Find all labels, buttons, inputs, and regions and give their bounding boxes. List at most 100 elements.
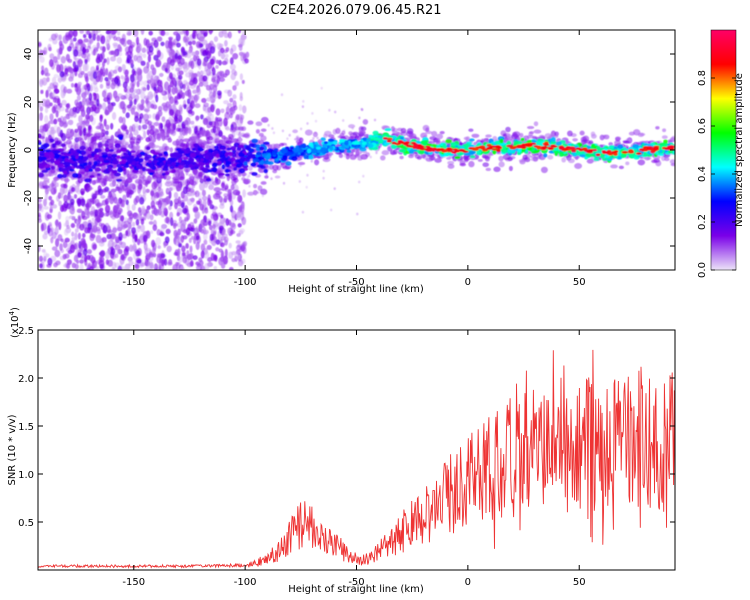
spectrogram-cell [100,162,106,166]
spectrogram-cell [182,207,188,214]
spectrogram-cell [139,151,146,156]
spectrogram-cell [157,245,161,249]
spectrogram-cell [79,223,85,231]
spectrogram-cell [131,230,136,240]
spectrogram-cell [97,208,103,217]
spectrogram-cell [43,46,48,56]
spectrogram-cell [226,102,233,108]
spectrogram-cell [172,219,177,225]
spectrogram-cell [45,90,49,99]
spectrogram-cell [124,69,129,77]
spectrogram-cell [227,31,232,39]
spectrogram-cell [242,178,251,185]
spectrogram-cell [194,211,201,219]
spectrogram-cell [341,130,346,136]
spectrogram-cell [185,227,191,236]
spectrogram-cell [93,84,98,90]
spectrogram-cell [141,208,146,214]
spectrogram-cell [41,77,48,86]
spectrogram-cell [128,45,133,54]
spectrogram-cell [99,123,104,131]
spectrogram-cell [137,72,143,82]
spectrogram-cell [79,263,84,270]
spectrogram-cell [192,168,198,175]
spectrogram-cell [43,251,48,260]
spectrogram-cell [71,237,76,241]
spectrogram-cell [168,190,172,199]
spectrogram-cell [122,81,128,89]
spectrogram-cell [85,119,90,127]
spectrogram-cell [79,259,84,264]
spectrogram-cell [132,123,139,128]
spectrogram-cell [96,34,100,42]
spectrogram-cell [161,116,166,122]
spectrogram-cell [136,259,142,264]
spectrogram-cell [96,132,104,137]
spectrogram-cell [406,128,414,135]
spectrogram-cell [185,30,189,37]
spectrogram-cell [38,172,45,178]
spectrogram-cell [243,161,248,166]
spectrogram-cell [218,175,226,180]
spectrogram-cell [52,97,57,103]
spectrogram-cell [179,266,185,270]
spectrogram-cell [400,127,407,134]
spectrogram-cell [234,71,238,77]
spectrogram-cell [50,33,57,41]
spectrogram-cell [471,133,480,138]
spectrogram-cell [333,187,336,191]
spectrogram-cell [99,263,105,269]
spectrogram-cell [223,193,229,197]
spectrogram-cell [94,209,99,218]
spectrogram-cell [140,30,145,35]
spectrogram-cell [208,224,213,231]
spectrogram-cell [59,204,65,213]
spectrogram-cell [211,67,216,76]
spectrogram-cell [225,140,234,144]
spectrogram-cell [156,49,162,58]
spectrogram-cell [70,244,75,250]
spectrogram-cell [157,109,163,117]
spectrogram-cell [306,173,309,177]
spectrogram-cell [230,138,239,143]
spectrogram-cell [83,254,88,263]
spectrogram-cell [189,245,193,253]
spectrogram-cell [232,189,241,196]
spectrogram-cell [92,225,98,233]
spectrogram-cell [136,238,141,246]
spectrogram-cell [198,161,205,166]
spectrogram-cell [105,259,110,266]
spectrogram-cell [70,83,75,88]
spectrogram-cell [134,234,138,243]
spectrogram-cell [215,64,219,69]
spectrogram-cell [163,207,168,216]
spectrogram-cell [69,71,75,80]
spectrogram-cell [137,207,142,213]
spectrogram-cell [124,245,130,253]
spectrogram-cell [48,195,53,201]
spectrogram-cell [145,208,150,214]
spectrogram-cell [59,120,64,128]
spectrogram-cell [221,135,226,140]
spectrogram-cell [173,180,180,184]
spectrogram-cell [70,222,76,229]
spectrogram-cell [88,33,92,39]
spectrogram-cell [237,43,243,48]
spectrogram-cell [38,113,42,122]
spectrogram-cell [131,68,136,76]
spectrogram-cell [177,80,183,87]
spectrogram-cell [117,31,121,36]
spectrogram-cell [259,188,268,195]
spectrogram-cell [132,212,139,220]
spectrogram-cell [169,42,173,51]
spectrogram-cell [134,115,139,123]
spectrogram-cell [199,182,205,191]
spectrogram-cell [361,108,364,112]
spectrogram-cell [88,168,93,172]
spectrogram-cell [165,171,170,176]
spectrogram-cell [79,145,86,151]
spectrogram-cell [127,155,135,159]
spectrogram-cell [89,100,94,106]
spectrogram-cell [65,108,69,113]
